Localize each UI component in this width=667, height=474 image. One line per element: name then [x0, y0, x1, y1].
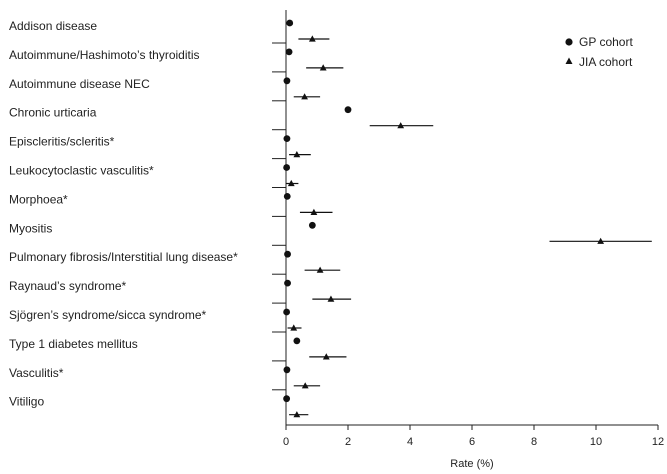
jia-point-8 — [316, 266, 324, 273]
legend-jia-label: JIA cohort — [579, 55, 633, 69]
x-tick-label-4: 8 — [531, 436, 537, 448]
x-tick-label-5: 10 — [590, 436, 602, 448]
x-tick-label-1: 2 — [345, 436, 351, 448]
category-label-5: Leukocytoclastic vasculitis* — [9, 164, 154, 178]
legend: GP cohort JIA cohort — [565, 35, 633, 69]
gp-point-9 — [284, 279, 291, 287]
category-label-2: Autoimmune disease NEC — [9, 77, 150, 91]
category-label-4: Episcleritis/scleritis* — [9, 135, 115, 149]
category-label-9: Raynaud’s syndrome* — [9, 279, 127, 293]
legend-gp-marker — [565, 38, 573, 46]
category-label-1: Autoimmune/Hashimoto’s thyroiditis — [9, 48, 200, 62]
category-label-12: Vasculitis* — [9, 366, 64, 380]
category-label-3: Chronic urticaria — [9, 106, 97, 120]
category-label-10: Sjögren’s syndrome/sicca syndrome* — [9, 308, 207, 322]
jia-point-0 — [308, 35, 316, 42]
plot-area: 0 2 4 6 8 10 12 Addison disease Autoimmune/Hashi… — [9, 10, 664, 448]
jia-point-9 — [327, 295, 335, 302]
gp-point-4 — [283, 135, 291, 143]
gp-point-7 — [308, 221, 316, 229]
x-tick-label-3: 6 — [469, 436, 475, 448]
x-tick-label-2: 4 — [407, 436, 413, 448]
jia-point-7 — [597, 237, 605, 244]
jia-point-13 — [293, 411, 301, 418]
gp-point-1 — [285, 48, 293, 56]
gp-point-5 — [283, 164, 291, 171]
legend-gp-label: GP cohort — [579, 35, 633, 49]
x-axis-title: Rate (%) — [450, 458, 493, 470]
jia-point-5 — [287, 179, 295, 187]
gp-point-8 — [284, 250, 291, 258]
gp-point-11 — [293, 337, 301, 345]
category-label-6: Morphoea* — [9, 192, 68, 206]
jia-point-12 — [301, 382, 309, 389]
jia-point-6 — [310, 208, 318, 215]
legend-jia-marker — [565, 57, 573, 64]
gp-point-13 — [283, 395, 291, 403]
x-tick-label-6: 12 — [652, 436, 664, 448]
jia-point-10 — [290, 324, 298, 331]
gp-point-2 — [283, 77, 291, 85]
category-label-8: Pulmonary fibrosis/Interstitial lung dis… — [9, 250, 238, 264]
jia-point-4 — [293, 151, 301, 158]
category-label-11: Type 1 diabetes mellitus — [9, 337, 138, 351]
gp-point-10 — [283, 308, 291, 316]
jia-point-11 — [322, 353, 330, 360]
category-label-13: Vitiligo — [9, 395, 44, 409]
jia-point-1 — [319, 64, 327, 71]
x-tick-label-0: 0 — [283, 436, 289, 448]
jia-point-3 — [397, 122, 405, 129]
gp-point-6 — [283, 193, 291, 200]
gp-point-12 — [283, 366, 291, 374]
gp-point-0 — [286, 19, 294, 27]
category-label-0: Addison disease — [9, 19, 97, 33]
gp-point-3 — [344, 106, 352, 114]
jia-point-2 — [301, 93, 308, 100]
category-label-7: Myositis — [9, 221, 52, 235]
